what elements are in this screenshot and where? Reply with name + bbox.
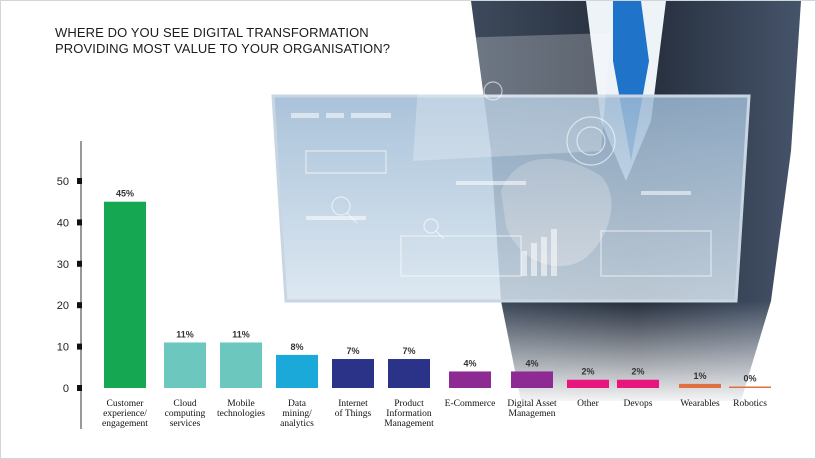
data-label: 4% (525, 358, 538, 368)
y-tick-mark (77, 343, 82, 350)
category-label: Data mining/analytics (280, 399, 314, 429)
floating-panel (413, 33, 611, 161)
y-tick-mark (77, 385, 82, 391)
y-tick-mark (77, 178, 82, 184)
y-tick-mark (77, 219, 82, 226)
bar (164, 342, 206, 388)
y-tick-mark (77, 302, 82, 309)
data-label: 7% (402, 346, 415, 356)
category-label: E-Commerce (445, 399, 496, 409)
bar (729, 386, 771, 388)
data-label: 45% (116, 189, 134, 199)
category-label: Wearables (680, 399, 720, 409)
bar (220, 342, 262, 388)
y-tick-label: 10 (57, 342, 69, 354)
chart-title-line-1: WHERE DO YOU SEE DIGITAL TRANSFORMATION (55, 25, 369, 40)
y-tick-label: 40 (57, 217, 69, 229)
data-label: 0% (743, 374, 756, 384)
category-label: Product Information Management (384, 399, 434, 429)
category-label: Internet of Things (335, 399, 372, 419)
bar (104, 201, 146, 388)
y-tick-label: 30 (57, 259, 69, 271)
data-label: 8% (290, 342, 303, 352)
bar (567, 379, 609, 388)
category-label: Customer experience/engagement (102, 399, 148, 429)
data-labels-group: 45% 11% 11% 8% 7% 7% 4% 4% 2% 2% 1% 0% (116, 189, 757, 384)
category-label: Digital Asset Managemen (507, 399, 557, 419)
data-label: 7% (346, 346, 359, 356)
y-tick-label: 0 (63, 383, 69, 395)
y-axis: 0 10 20 30 40 50 (57, 141, 82, 429)
category-labels-group: Customer experience/engagement Cloud comput… (102, 399, 767, 429)
data-label: 1% (693, 371, 706, 381)
bars-group (104, 201, 771, 388)
data-label: 11% (232, 329, 250, 339)
category-label: Mobile technologies (217, 399, 265, 419)
chart-title: WHERE DO YOU SEE DIGITAL TRANSFORMATION … (55, 25, 390, 57)
data-label: 2% (631, 367, 644, 377)
category-label: Cloud computing services (165, 399, 206, 429)
y-tick-label: 50 (57, 176, 69, 188)
bar (511, 371, 553, 388)
bar (332, 359, 374, 388)
data-label: 2% (581, 367, 594, 377)
bar (449, 371, 491, 388)
bar (388, 359, 430, 388)
data-label: 11% (176, 329, 194, 339)
data-label: 4% (463, 358, 476, 368)
tie-shape (613, 1, 649, 161)
bar (679, 383, 721, 388)
chart-title-line-2: PROVIDING MOST VALUE TO YOUR ORGANISATIO… (55, 41, 391, 56)
category-label: Devops (623, 399, 652, 409)
category-label: Robotics (733, 399, 767, 409)
bar (276, 354, 318, 388)
y-tick-mark (77, 260, 82, 267)
bar (617, 379, 659, 388)
y-tick-label: 20 (57, 300, 69, 312)
category-label: Other (577, 399, 599, 409)
